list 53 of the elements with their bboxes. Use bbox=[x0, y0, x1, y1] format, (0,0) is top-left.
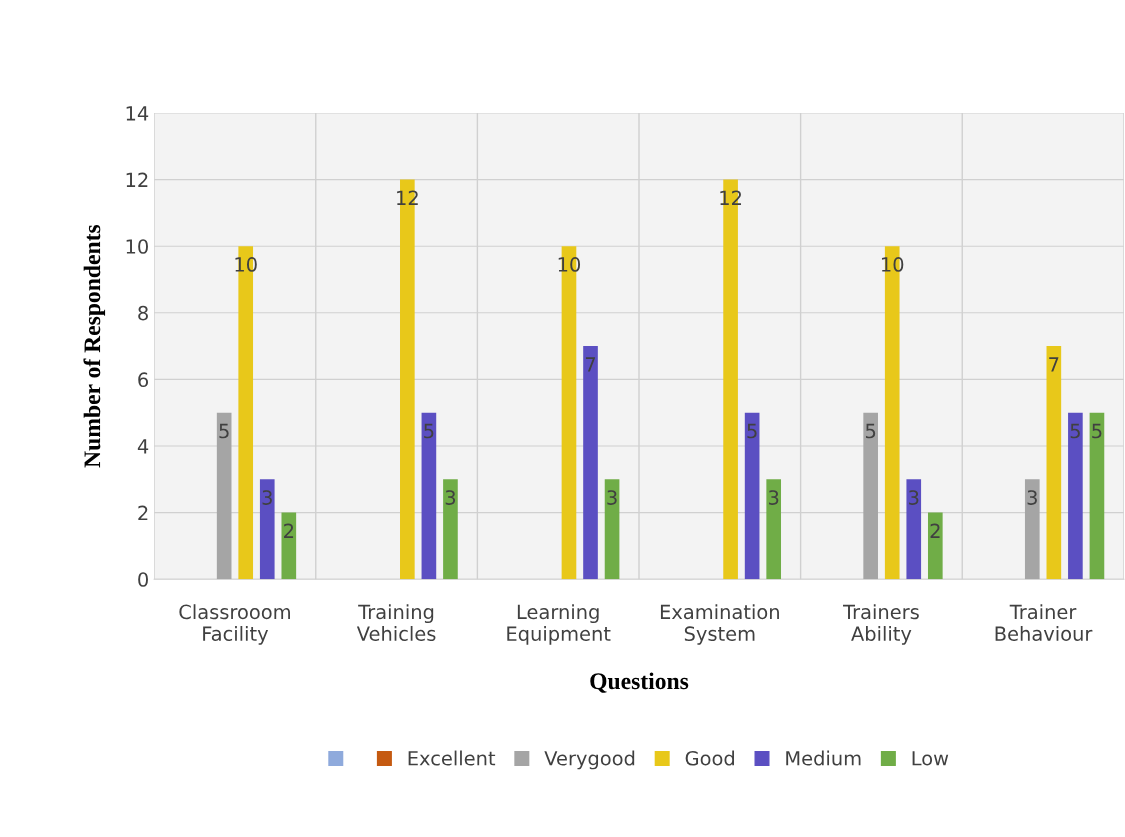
data-label: 3 bbox=[262, 490, 272, 505]
bar bbox=[1024, 479, 1040, 580]
bar bbox=[583, 346, 598, 580]
data-label: 5 bbox=[865, 423, 876, 439]
data-label: 3 bbox=[1027, 490, 1037, 505]
x-tick-label: Classrooom Facility bbox=[179, 604, 290, 645]
bar bbox=[216, 412, 232, 580]
bar bbox=[1068, 412, 1083, 580]
data-label: 2 bbox=[284, 523, 294, 538]
legend-label: Verygood bbox=[544, 750, 635, 770]
x-tick-label: Learning Equipment bbox=[507, 604, 611, 645]
legend-label: Low bbox=[912, 751, 949, 766]
y-tick-label: 8 bbox=[138, 305, 148, 321]
y-axis-title: Number of Respondents bbox=[83, 224, 106, 468]
x-tick-label: Trainers Ability bbox=[843, 604, 919, 645]
bar bbox=[604, 479, 620, 580]
data-label: 3 bbox=[768, 490, 779, 505]
bar bbox=[863, 412, 878, 580]
y-tick-label: 6 bbox=[138, 372, 149, 388]
bar bbox=[1046, 346, 1062, 580]
data-label: 5 bbox=[747, 423, 757, 439]
data-label: 3 bbox=[909, 490, 919, 505]
y-tick-label: 4 bbox=[137, 439, 149, 454]
bar bbox=[766, 479, 782, 580]
y-tick-label: 0 bbox=[138, 572, 148, 587]
y-tick-label: 14 bbox=[126, 106, 149, 121]
bar bbox=[443, 479, 458, 580]
legend-label: Good bbox=[685, 750, 734, 766]
x-tick-label: Training Vehicles bbox=[356, 604, 436, 642]
data-label: 5 bbox=[424, 423, 434, 439]
x-tick-label: Trainer Behaviour bbox=[995, 604, 1093, 642]
data-label: 2 bbox=[930, 523, 940, 538]
x-axis-title: Questions bbox=[590, 672, 689, 693]
bar bbox=[906, 479, 922, 580]
bar bbox=[259, 479, 275, 580]
legend-label: Excellent bbox=[408, 750, 496, 766]
y-tick-label: 10 bbox=[126, 239, 148, 254]
data-label: 7 bbox=[1049, 357, 1059, 372]
data-label: 5 bbox=[1070, 423, 1080, 439]
x-tick-label: Examination System bbox=[660, 604, 779, 645]
data-label: 5 bbox=[219, 423, 229, 439]
data-label: 7 bbox=[585, 357, 596, 372]
bar bbox=[744, 412, 760, 580]
y-tick-label: 12 bbox=[126, 172, 148, 187]
bar bbox=[421, 412, 437, 580]
data-label: 3 bbox=[445, 490, 456, 505]
bar bbox=[927, 512, 943, 580]
data-label: 5 bbox=[1092, 423, 1102, 439]
data-label: 3 bbox=[607, 490, 617, 505]
y-tick-label: 2 bbox=[138, 505, 148, 520]
bar bbox=[1089, 412, 1105, 580]
legend-label: Medium bbox=[786, 750, 861, 766]
bar bbox=[281, 512, 297, 580]
